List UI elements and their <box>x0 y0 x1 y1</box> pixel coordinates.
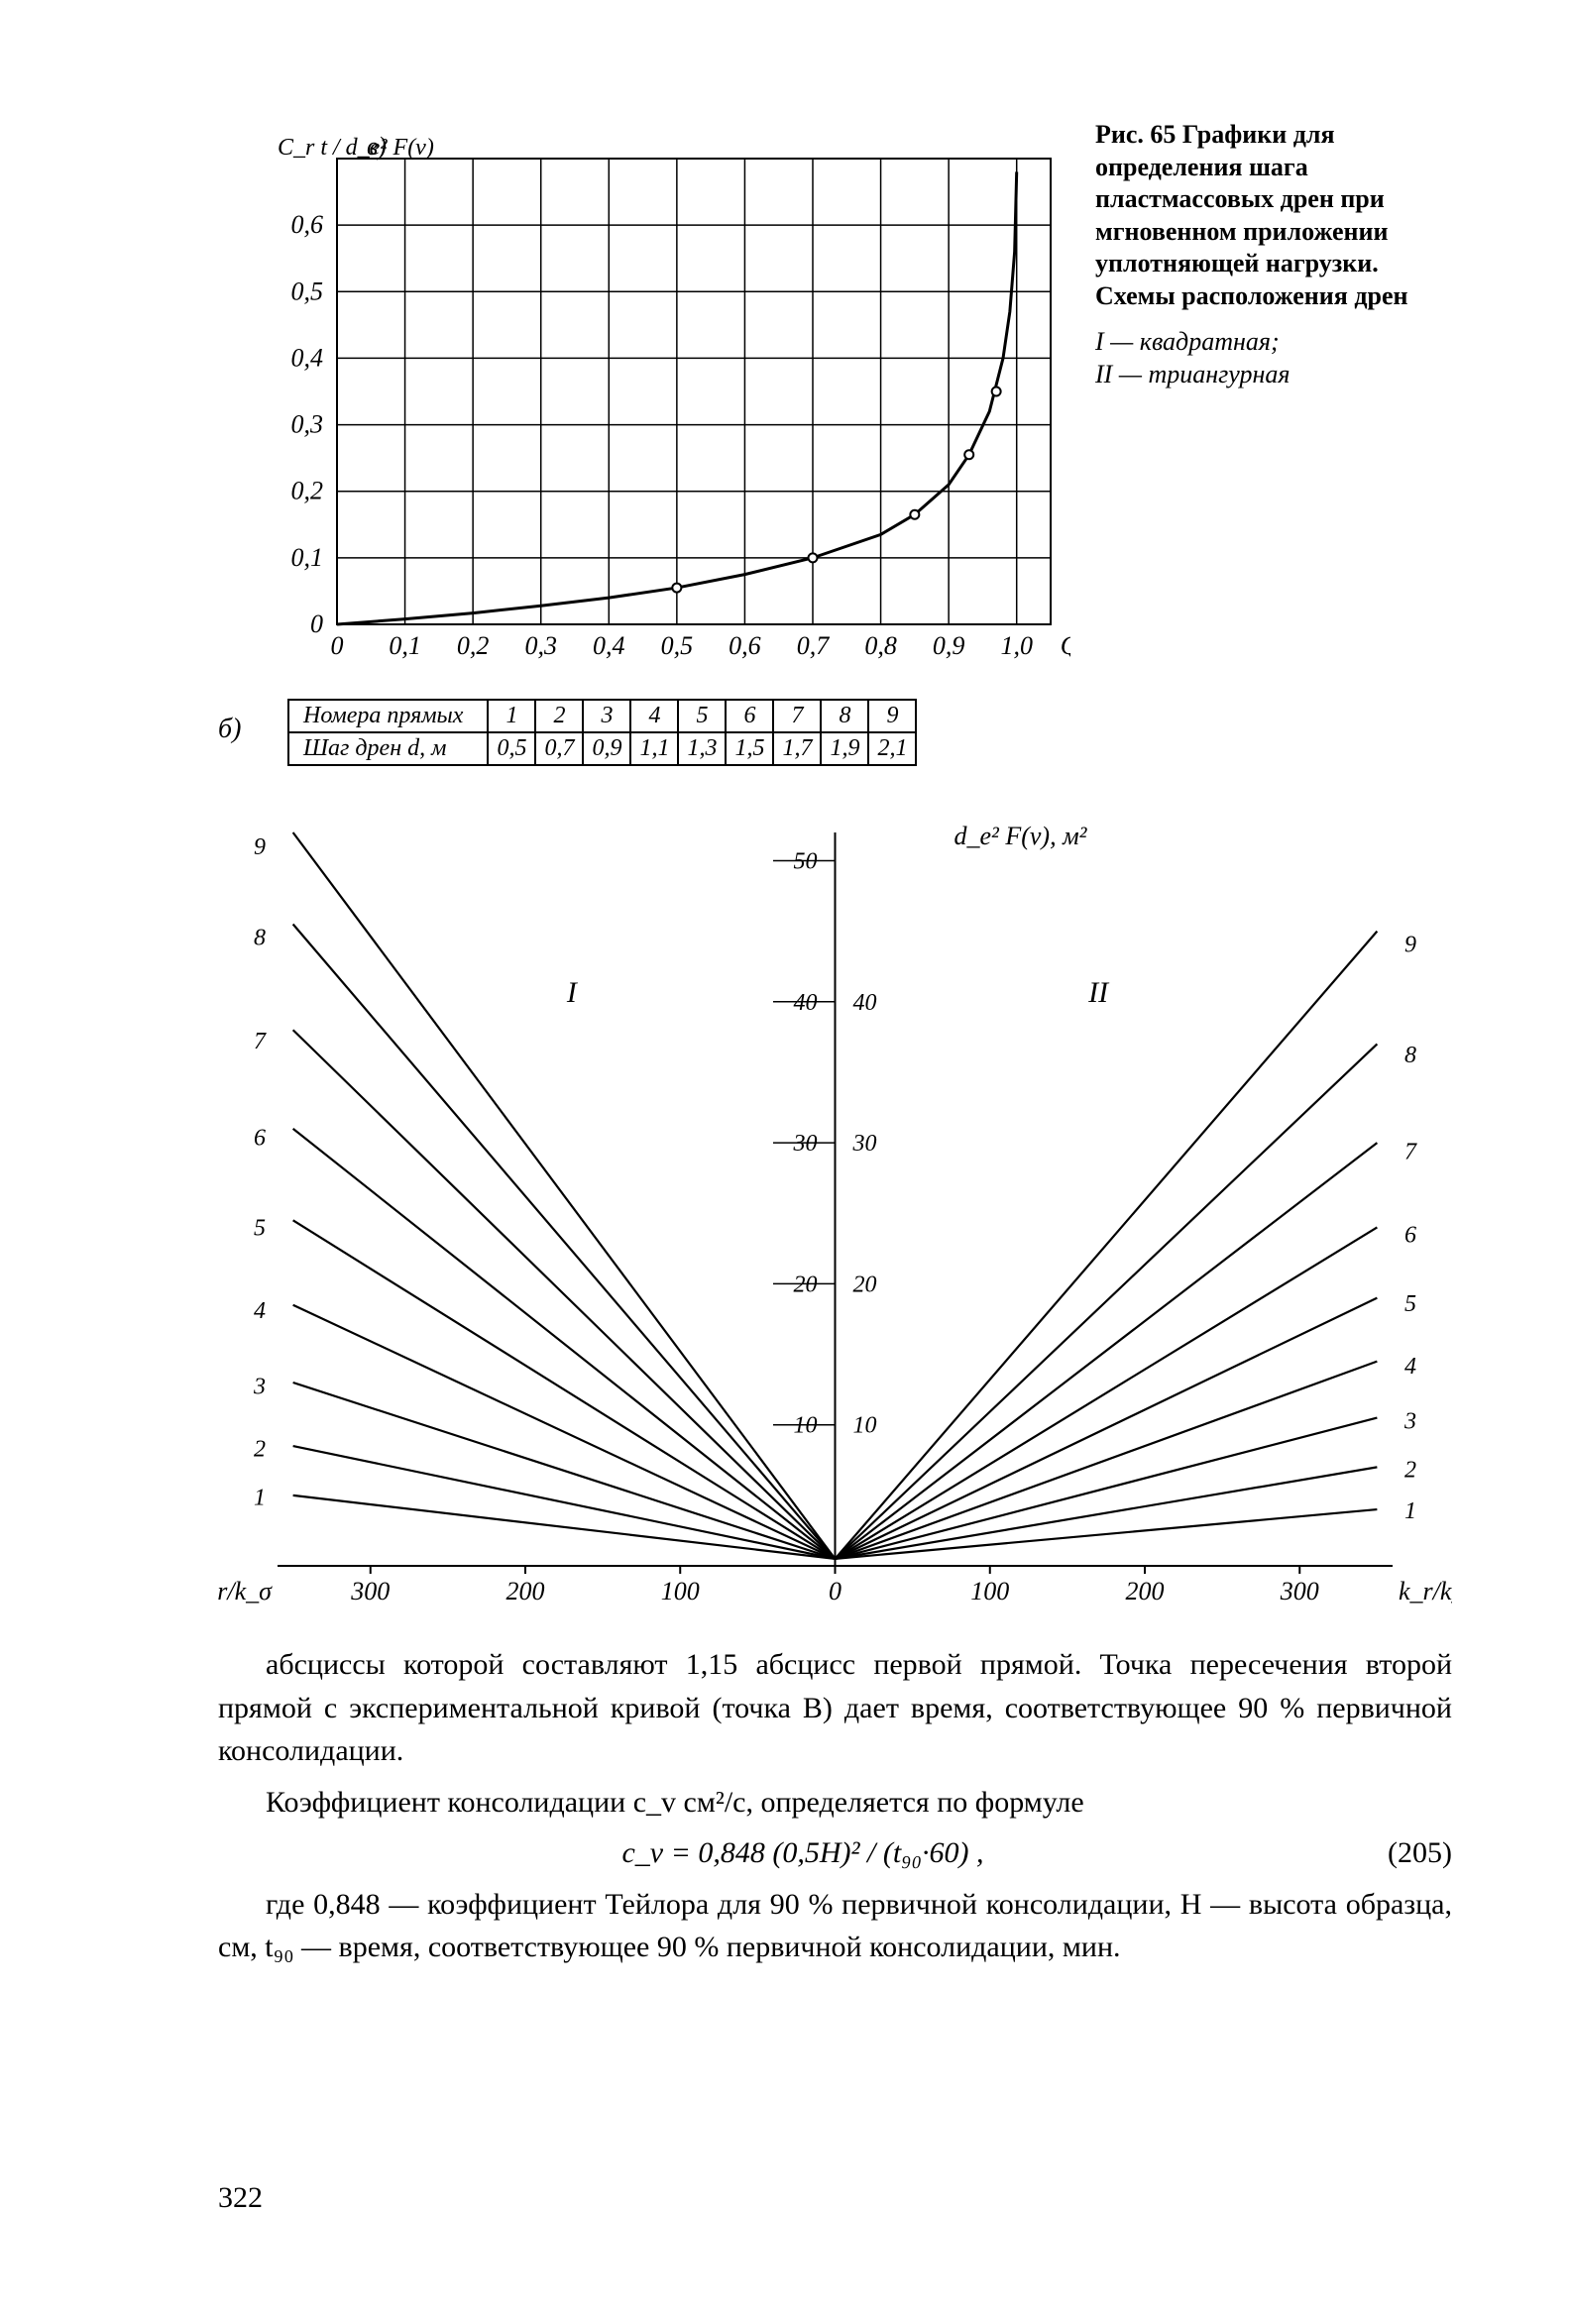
svg-text:10: 10 <box>794 1413 818 1439</box>
svg-text:0,4: 0,4 <box>593 631 625 660</box>
svg-text:1: 1 <box>254 1485 266 1510</box>
equation-205: c_v = 0,848 (0,5H)² / (t₉₀·60) , (205) <box>218 1831 1452 1875</box>
svg-text:4: 4 <box>1404 1354 1416 1380</box>
figure-caption: Рис. 65 Графики для определения шага пла… <box>1095 119 1452 390</box>
drain-step-table: Номера прямых123456789Шаг дрен d, м0,50,… <box>287 699 917 766</box>
svg-text:20: 20 <box>794 1272 818 1297</box>
svg-text:200: 200 <box>506 1577 545 1605</box>
svg-text:7: 7 <box>1404 1140 1417 1165</box>
svg-text:0,8: 0,8 <box>864 631 897 660</box>
svg-text:0,1: 0,1 <box>291 543 324 572</box>
svg-text:0,5: 0,5 <box>291 277 324 305</box>
svg-text:0: 0 <box>829 1577 842 1605</box>
svg-text:0,1: 0,1 <box>389 631 421 660</box>
svg-text:4: 4 <box>254 1298 266 1324</box>
svg-text:50: 50 <box>794 848 818 874</box>
svg-text:d_e² F(ν), м²: d_e² F(ν), м² <box>954 822 1088 850</box>
svg-text:6: 6 <box>1404 1222 1416 1248</box>
svg-text:40: 40 <box>794 990 818 1016</box>
svg-text:II: II <box>1087 976 1110 1009</box>
svg-text:30: 30 <box>793 1131 818 1157</box>
svg-text:0,6: 0,6 <box>729 631 761 660</box>
svg-text:1: 1 <box>1404 1498 1416 1524</box>
svg-text:300: 300 <box>1280 1577 1319 1605</box>
svg-text:6: 6 <box>254 1126 266 1152</box>
svg-text:0,2: 0,2 <box>457 631 490 660</box>
svg-text:20: 20 <box>853 1272 877 1297</box>
svg-text:10: 10 <box>853 1413 877 1439</box>
svg-text:9: 9 <box>1404 932 1416 957</box>
svg-text:Q_r: Q_r <box>1061 631 1070 660</box>
svg-text:30: 30 <box>852 1131 877 1157</box>
legend-1-txt: — квадратная; <box>1110 327 1279 356</box>
svg-text:2: 2 <box>1404 1457 1416 1483</box>
svg-text:8: 8 <box>1404 1043 1416 1068</box>
para-2: Коэффициент консолидации c_v см²/с, опре… <box>218 1781 1452 1825</box>
svg-text:3: 3 <box>253 1375 266 1400</box>
svg-text:8: 8 <box>254 925 266 950</box>
svg-text:5: 5 <box>254 1215 266 1241</box>
svg-text:9: 9 <box>254 834 266 860</box>
legend-2-txt: — триангурная <box>1119 360 1290 388</box>
svg-text:0: 0 <box>310 609 323 638</box>
svg-text:k_r/k_σ: k_r/k_σ <box>218 1577 273 1605</box>
svg-text:0,3: 0,3 <box>524 631 557 660</box>
chart-a: 0 0,1 0,2 0,3 0,4 0,5 0,6 0,7 0,8 0,9 1,0 Q_r 0 0,1 0,… <box>218 119 1070 674</box>
svg-text:3: 3 <box>1403 1409 1416 1435</box>
svg-text:0,7: 0,7 <box>797 631 831 660</box>
svg-text:0: 0 <box>331 631 344 660</box>
svg-text:0,4: 0,4 <box>291 343 324 372</box>
svg-text:200: 200 <box>1126 1577 1165 1605</box>
svg-text:k_r/k_σ: k_r/k_σ <box>1399 1577 1452 1605</box>
svg-text:300: 300 <box>350 1577 390 1605</box>
svg-text:1,0: 1,0 <box>1000 631 1033 660</box>
svg-text:7: 7 <box>254 1029 267 1054</box>
svg-text:I: I <box>566 976 579 1009</box>
svg-text:100: 100 <box>970 1577 1009 1605</box>
legend-2-sym: II <box>1095 360 1112 388</box>
chart-b: 300 200 100 0 100 200 300 k_r/k_σ k_r/k_σ 10 20 30 4… <box>218 803 1452 1625</box>
caption-fig: Рис. 65 <box>1095 120 1176 149</box>
svg-text:0,3: 0,3 <box>291 410 324 439</box>
figure-65: Рис. 65 Графики для определения шага пла… <box>218 119 1452 1625</box>
svg-text:C_r t / d_e² F(ν): C_r t / d_e² F(ν) <box>278 135 434 161</box>
page-number: 322 <box>218 2181 263 2215</box>
svg-text:40: 40 <box>853 990 877 1016</box>
para-1: абсциссы которой составляют 1,15 абсцисс… <box>218 1643 1452 1773</box>
svg-text:0,6: 0,6 <box>291 210 324 239</box>
legend-1-sym: I <box>1095 327 1104 356</box>
svg-text:0,2: 0,2 <box>291 477 324 505</box>
svg-text:100: 100 <box>661 1577 700 1605</box>
svg-text:0,5: 0,5 <box>661 631 694 660</box>
svg-text:5: 5 <box>1404 1291 1416 1317</box>
para-3: где 0,848 — коэффициент Тейлора для 90 %… <box>218 1883 1452 1969</box>
panel-b-label: б) <box>218 714 241 745</box>
svg-text:2: 2 <box>254 1436 266 1462</box>
body-text: абсциссы которой составляют 1,15 абсцисс… <box>218 1643 1452 1969</box>
svg-text:0,9: 0,9 <box>933 631 965 660</box>
